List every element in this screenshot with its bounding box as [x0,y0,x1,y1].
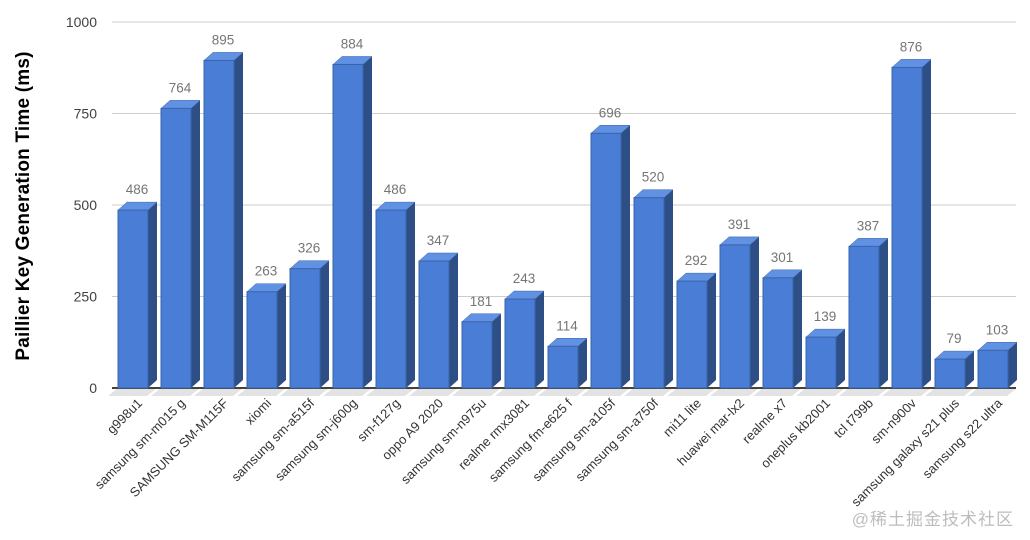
bar-side-face [922,59,931,388]
bar-floor-shadow [108,388,157,396]
bar-side-face [879,238,888,388]
bar-floor-shadow [839,388,888,396]
bar-value-label: 79 [946,331,961,346]
bar-value-label: 520 [642,170,665,185]
bar [977,349,1009,389]
bar-side-face [277,283,286,388]
bar-side-face [449,252,458,388]
bar-floor-shadow [753,388,802,396]
bar-value-label: 263 [255,264,278,279]
bar-value-label: 391 [728,217,751,232]
bar-side-face [492,313,501,388]
bar [891,66,923,389]
bar-side-face [363,56,372,389]
bar [203,59,235,389]
x-axis-label: samsung sm-a750f [572,395,661,484]
y-axis-tick-label: 500 [74,197,98,213]
bar [633,197,665,389]
bar [418,260,450,389]
bar-value-label: 243 [513,271,536,286]
bar-value-label: 876 [900,39,923,54]
bar [590,132,622,389]
bar [246,291,278,389]
bar-side-face [1008,342,1017,388]
bar-value-label: 696 [599,105,622,120]
bar-side-face [234,52,243,389]
y-axis-tick-label: 1000 [66,14,97,30]
bar-side-face [320,260,329,388]
y-axis-title: Paillier Key Generation Time (ms) [13,51,34,361]
bar-value-label: 103 [986,322,1009,337]
bar-value-label: 764 [169,80,192,95]
x-axis-label: samsung s22 ultra [919,395,1005,481]
bar [805,336,837,389]
bar-floor-shadow [151,388,200,396]
bar [504,298,536,389]
bar-floor-shadow [710,388,759,396]
bar-side-face [535,291,544,388]
bar-floor-shadow [624,388,673,396]
bar [934,358,966,389]
bar-value-label: 292 [685,253,708,268]
bar-floor-shadow [882,388,931,396]
y-axis-tick-label: 0 [89,380,97,396]
bar-value-label: 326 [298,241,321,256]
bar [461,321,493,389]
bar [289,268,321,389]
watermark-text: @稀土掘金技术社区 [851,510,1014,529]
bar [117,209,149,389]
bar-value-label: 301 [771,250,794,265]
y-axis-tick-label: 750 [74,106,98,122]
bar-side-face [621,125,630,388]
y-axis-tick-label: 250 [74,289,98,305]
bar-floor-shadow [581,388,630,396]
bar [160,107,192,389]
bar-floor-shadow [237,388,286,396]
bar-side-face [750,236,759,388]
bar-value-label: 347 [427,233,450,248]
bar-floor-shadow [194,388,243,396]
bar-floor-shadow [538,388,587,396]
bar-floor-shadow [409,388,458,396]
bar-value-label: 486 [126,182,149,197]
bar-side-face [148,202,157,388]
bar-value-label: 486 [384,182,407,197]
bar-side-face [793,269,802,388]
bar-value-label: 181 [470,294,493,309]
bar [719,244,751,389]
bar-floor-shadow [495,388,544,396]
x-axis-label: mi11 lite [660,396,704,440]
x-axis-label: g998u1 [104,396,145,437]
bar [676,280,708,389]
bar-floor-shadow [323,388,372,396]
bar-floor-shadow [280,388,329,396]
bar-side-face [191,100,200,388]
bar-side-face [406,202,415,388]
bar-floor-shadow [667,388,716,396]
bar-floor-shadow [968,388,1017,396]
bar-value-label: 895 [212,32,235,47]
bar-value-label: 139 [814,309,837,324]
bar [375,209,407,389]
bar-floor-shadow [796,388,845,396]
bar-floor-shadow [452,388,501,396]
x-axis-label: samsung sm-j600g [272,396,360,484]
bar [332,63,364,389]
bar [848,245,880,389]
bar-value-label: 884 [341,36,364,51]
bar-side-face [965,351,974,388]
bar-side-face [836,329,845,388]
bar [762,277,794,389]
bar-value-label: 114 [556,318,578,333]
bar-side-face [707,273,716,388]
bar-value-label: 387 [857,218,880,233]
bar-side-face [664,189,673,388]
bar-floor-shadow [366,388,415,396]
x-axis-label: xiomi [242,395,274,427]
bar [547,345,579,389]
bar-floor-shadow [925,388,974,396]
bar-side-face [578,338,587,388]
